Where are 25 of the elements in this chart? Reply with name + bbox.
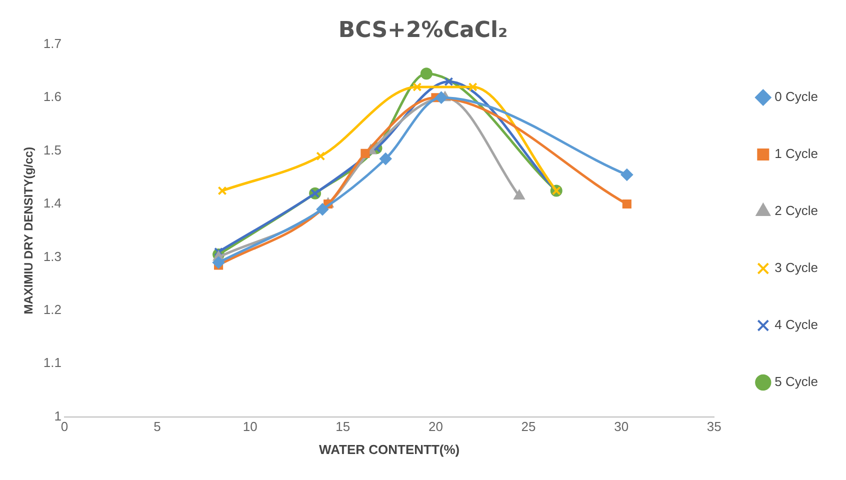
- x-tick-label: 15: [336, 419, 350, 434]
- x-axis-title: WATER CONTENTT(%): [319, 442, 460, 457]
- y-tick-label: 1.1: [43, 355, 62, 370]
- legend-label: 2 Cycle: [774, 203, 818, 218]
- y-tick-label: 1.4: [43, 196, 62, 211]
- x-tick-label: 20: [428, 419, 443, 434]
- x-tick-label: 5: [154, 419, 161, 434]
- y-tick-label: 1.7: [43, 36, 62, 51]
- y-tick-label: 1.5: [43, 142, 62, 158]
- y-tick-label: 1.3: [43, 248, 62, 264]
- y-tick-label: 1: [54, 408, 62, 424]
- legend-label: 1 Cycle: [774, 146, 818, 162]
- chart-title: BCS+2%CaCl₂: [338, 18, 508, 43]
- x-tick-label: 30: [614, 419, 629, 434]
- y-tick-label: 1.2: [43, 302, 62, 317]
- y-axis-title: MAXIMIU DRY DENSITY(g/cc): [22, 146, 36, 314]
- x-tick-label: 35: [706, 419, 722, 434]
- x-tick-label: 25: [521, 419, 536, 434]
- legend-label: 4 Cycle: [774, 317, 818, 332]
- y-tick-label: 1.6: [43, 89, 62, 104]
- legend-label: 3 Cycle: [774, 260, 818, 276]
- legend-label: 0 Cycle: [774, 89, 818, 104]
- x-tick-label: 0: [60, 419, 68, 434]
- x-tick-label: 10: [242, 419, 258, 434]
- legend-label: 5 Cycle: [774, 374, 818, 390]
